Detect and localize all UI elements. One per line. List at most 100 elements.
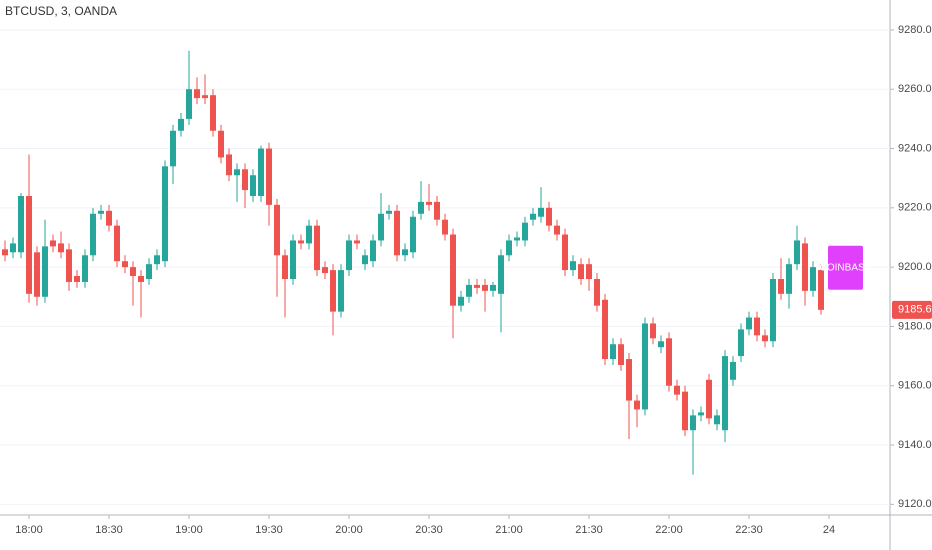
x-tick-label: 19:00 xyxy=(175,524,203,536)
candle-body xyxy=(106,210,112,226)
x-tick-label: 18:00 xyxy=(15,524,43,536)
candle-body xyxy=(730,362,736,380)
annotation-box xyxy=(828,245,863,290)
candle-body xyxy=(42,246,48,297)
candle-body xyxy=(354,240,360,244)
x-tick-label: 24 xyxy=(823,524,835,536)
candle-body xyxy=(738,329,744,357)
candle-body xyxy=(58,243,64,253)
candle-body xyxy=(298,240,304,244)
candle-body xyxy=(362,255,368,265)
candle-body xyxy=(346,240,352,271)
candle-body xyxy=(498,255,504,294)
candle-body xyxy=(794,240,800,265)
candle-body xyxy=(522,222,528,241)
candle-body xyxy=(746,317,752,330)
candle-body xyxy=(810,267,816,291)
chart-title: BTCUSD, 3, OANDA xyxy=(5,4,117,18)
candle-body xyxy=(514,237,520,241)
candle-body xyxy=(594,278,600,306)
candle-body xyxy=(650,323,656,339)
y-tick-label: 9220.0 xyxy=(898,202,932,214)
candle-body xyxy=(162,166,168,262)
x-tick-label: 19:30 xyxy=(255,524,283,536)
last-price-label: 9185.6 xyxy=(898,304,932,316)
candle-body xyxy=(194,89,200,99)
candle-body xyxy=(434,201,440,220)
candle-body xyxy=(722,356,728,431)
candle-body xyxy=(402,249,408,256)
y-tick-label: 9120.0 xyxy=(898,498,932,510)
candle-body xyxy=(290,240,296,279)
y-tick-label: 9240.0 xyxy=(898,142,932,154)
candle-body xyxy=(506,240,512,256)
candle-body xyxy=(258,148,264,196)
candle-body xyxy=(474,284,480,288)
candle-body xyxy=(10,243,16,253)
candle-body xyxy=(770,278,776,342)
candle-body xyxy=(370,240,376,262)
candle-body xyxy=(618,344,624,365)
x-tick-label: 22:00 xyxy=(655,524,683,536)
candle-body xyxy=(186,89,192,119)
candle-body xyxy=(690,415,696,431)
candle-body xyxy=(130,267,136,277)
candle-body xyxy=(50,240,56,247)
candle-body xyxy=(754,317,760,336)
candle-body xyxy=(322,267,328,274)
last-price-box xyxy=(892,300,932,319)
candle-body xyxy=(34,252,40,297)
candle-body xyxy=(250,175,256,196)
candle-body xyxy=(274,204,280,256)
candle-body xyxy=(18,195,24,253)
candle-body xyxy=(674,385,680,395)
candle-body xyxy=(706,379,712,419)
candle-body xyxy=(210,95,216,131)
x-tick-label: 21:30 xyxy=(575,524,603,536)
candle-body xyxy=(482,284,488,291)
candle-body xyxy=(666,338,672,386)
candle-body xyxy=(562,234,568,271)
candle-body xyxy=(530,213,536,220)
candle-body xyxy=(546,207,552,226)
candle-body xyxy=(202,95,208,99)
candle-body xyxy=(394,210,400,256)
candle-body xyxy=(698,412,704,416)
candle-body xyxy=(538,207,544,217)
candle-body xyxy=(458,296,464,306)
candle-body xyxy=(330,270,336,312)
candle-body xyxy=(138,276,144,282)
x-tick-label: 20:00 xyxy=(335,524,363,536)
candle-body xyxy=(682,391,688,431)
candle-body xyxy=(170,130,176,167)
candle-body xyxy=(178,118,184,131)
candle-body xyxy=(786,264,792,294)
candle-body xyxy=(282,255,288,279)
candle-body xyxy=(266,148,272,205)
candle-body xyxy=(82,255,88,282)
annotation-label: COINBASE xyxy=(820,262,872,273)
candle-body xyxy=(154,255,160,265)
y-tick-label: 9260.0 xyxy=(898,83,932,95)
candle-body xyxy=(778,278,784,294)
candle-body xyxy=(386,210,392,214)
candle-body xyxy=(90,213,96,256)
candle-body xyxy=(466,284,472,297)
candle-body xyxy=(610,344,616,360)
x-tick-label: 20:30 xyxy=(415,524,443,536)
candle-body xyxy=(586,264,592,279)
candle-body xyxy=(642,323,648,410)
candle-body xyxy=(714,415,720,425)
candle-body xyxy=(2,249,8,256)
candle-body xyxy=(570,261,576,271)
x-tick-label: 22:30 xyxy=(735,524,763,536)
x-tick-label: 21:00 xyxy=(495,524,523,536)
candle-body xyxy=(450,234,456,306)
candle-body xyxy=(626,359,632,401)
candle-body xyxy=(602,299,608,360)
candle-body xyxy=(234,169,240,176)
y-tick-label: 9180.0 xyxy=(898,320,932,332)
candle-body xyxy=(426,201,432,205)
